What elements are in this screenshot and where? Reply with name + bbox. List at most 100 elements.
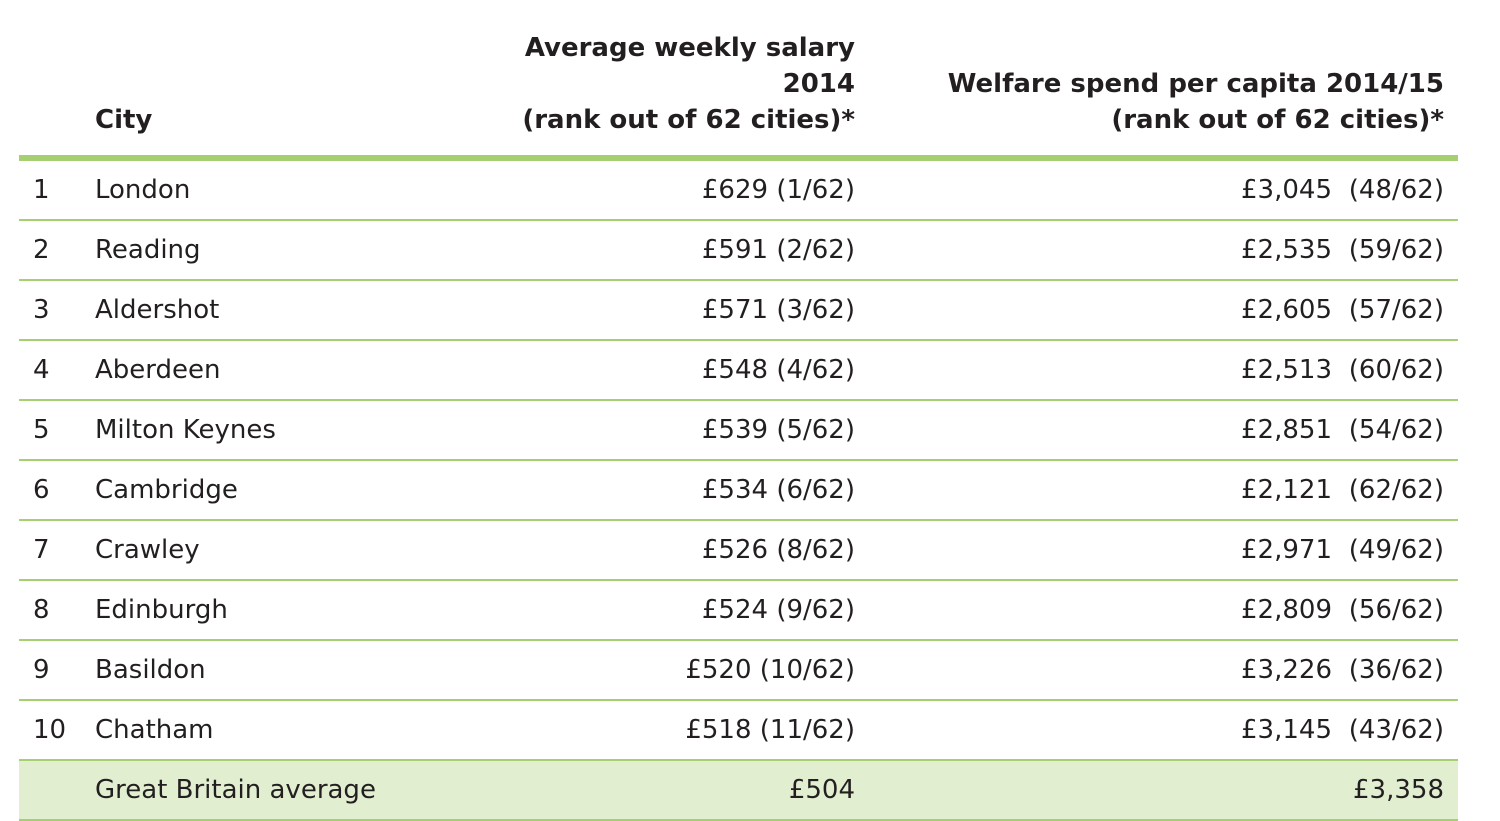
- header-row: City Average weekly salary 2014 (rank ou…: [19, 30, 1458, 161]
- table-row: 8 Edinburgh £524 (9/62) £2,809 (56/62): [19, 580, 1458, 641]
- salary-cell: £539 (5/62): [495, 400, 907, 461]
- city-table-container: City Average weekly salary 2014 (rank ou…: [19, 30, 1458, 821]
- welfare-rank: (59/62): [1348, 235, 1444, 265]
- rank-cell: 3: [19, 280, 95, 341]
- salary-cell: £526 (8/62): [495, 520, 907, 581]
- city-cell: Chatham: [95, 700, 495, 761]
- rank-cell: 6: [19, 460, 95, 521]
- header-rank: [19, 30, 95, 161]
- welfare-value: £2,535: [1241, 235, 1332, 265]
- salary-rank: (8/62): [776, 535, 855, 565]
- welfare-value: £2,971: [1241, 535, 1332, 565]
- header-city: City: [95, 30, 495, 161]
- header-welfare: Welfare spend per capita 2014/15 (rank o…: [907, 30, 1458, 161]
- welfare-rank: (54/62): [1348, 415, 1444, 445]
- city-cell: Crawley: [95, 520, 495, 581]
- salary-rank: (6/62): [776, 475, 855, 505]
- welfare-value: £2,605: [1241, 295, 1332, 325]
- header-welfare-line1: Welfare spend per capita 2014/15: [947, 69, 1444, 99]
- table-row: 2 Reading £591 (2/62) £2,535 (59/62): [19, 220, 1458, 281]
- welfare-rank: (60/62): [1348, 355, 1444, 385]
- welfare-rank: (36/62): [1348, 655, 1444, 685]
- salary-cell: £534 (6/62): [495, 460, 907, 521]
- welfare-rank: (49/62): [1348, 535, 1444, 565]
- welfare-rank: (56/62): [1348, 595, 1444, 625]
- salary-rank: (9/62): [776, 595, 855, 625]
- table-row: 6 Cambridge £534 (6/62) £2,121 (62/62): [19, 460, 1458, 521]
- average-row: Great Britain average £504 £3,358: [19, 760, 1458, 821]
- header-salary: Average weekly salary 2014 (rank out of …: [495, 30, 907, 161]
- welfare-rank: (48/62): [1348, 175, 1444, 205]
- salary-rank: (5/62): [776, 415, 855, 445]
- welfare-rank: (57/62): [1348, 295, 1444, 325]
- welfare-value: £3,045: [1241, 175, 1332, 205]
- city-cell: Cambridge: [95, 460, 495, 521]
- table-row: 4 Aberdeen £548 (4/62) £2,513 (60/62): [19, 340, 1458, 401]
- welfare-value: £3,226: [1241, 655, 1332, 685]
- table-body: 1 London £629 (1/62) £3,045 (48/62) 2 Rea…: [19, 158, 1458, 821]
- salary-value: £520: [685, 655, 752, 685]
- welfare-value: £3,145: [1241, 715, 1332, 745]
- city-cell: Edinburgh: [95, 580, 495, 641]
- salary-value: £539: [701, 415, 769, 445]
- city-cell: London: [95, 158, 495, 221]
- table-row: 9 Basildon £520 (10/62) £3,226 (36/62): [19, 640, 1458, 701]
- average-salary: £504: [495, 760, 907, 821]
- salary-cell: £591 (2/62): [495, 220, 907, 281]
- salary-rank: (11/62): [759, 715, 855, 745]
- rank-cell: 8: [19, 580, 95, 641]
- table-row: 7 Crawley £526 (8/62) £2,971 (49/62): [19, 520, 1458, 581]
- welfare-cell: £2,121 (62/62): [907, 460, 1458, 521]
- salary-value: £591: [701, 235, 769, 265]
- welfare-cell: £2,851 (54/62): [907, 400, 1458, 461]
- table-row: 10 Chatham £518 (11/62) £3,145 (43/62): [19, 700, 1458, 761]
- header-salary-line1: Average weekly salary 2014: [524, 33, 855, 99]
- rank-cell: 1: [19, 158, 95, 221]
- header-welfare-line2: (rank out of 62 cities)*: [1111, 105, 1444, 135]
- welfare-cell: £2,971 (49/62): [907, 520, 1458, 581]
- salary-cell: £520 (10/62): [495, 640, 907, 701]
- welfare-value: £2,809: [1241, 595, 1332, 625]
- welfare-cell: £2,513 (60/62): [907, 340, 1458, 401]
- table-row: 1 London £629 (1/62) £3,045 (48/62): [19, 158, 1458, 221]
- salary-cell: £629 (1/62): [495, 158, 907, 221]
- welfare-cell: £2,605 (57/62): [907, 280, 1458, 341]
- city-salary-welfare-table: City Average weekly salary 2014 (rank ou…: [19, 30, 1458, 821]
- salary-value: £524: [701, 595, 769, 625]
- city-cell: Aberdeen: [95, 340, 495, 401]
- salary-value: £548: [701, 355, 769, 385]
- average-label: Great Britain average: [95, 760, 495, 821]
- salary-rank: (10/62): [759, 655, 855, 685]
- average-welfare: £3,358: [907, 760, 1458, 821]
- salary-value: £629: [701, 175, 769, 205]
- salary-cell: £518 (11/62): [495, 700, 907, 761]
- rank-cell: 4: [19, 340, 95, 401]
- rank-cell: 5: [19, 400, 95, 461]
- salary-rank: (2/62): [776, 235, 855, 265]
- table-row: 3 Aldershot £571 (3/62) £2,605 (57/62): [19, 280, 1458, 341]
- rank-cell: 10: [19, 700, 95, 761]
- salary-cell: £524 (9/62): [495, 580, 907, 641]
- average-rank-cell: [19, 760, 95, 821]
- salary-value: £571: [701, 295, 769, 325]
- city-cell: Reading: [95, 220, 495, 281]
- salary-cell: £548 (4/62): [495, 340, 907, 401]
- salary-value: £526: [701, 535, 769, 565]
- rank-cell: 9: [19, 640, 95, 701]
- welfare-cell: £2,809 (56/62): [907, 580, 1458, 641]
- city-cell: Basildon: [95, 640, 495, 701]
- salary-cell: £571 (3/62): [495, 280, 907, 341]
- salary-value: £534: [701, 475, 769, 505]
- welfare-cell: £3,145 (43/62): [907, 700, 1458, 761]
- welfare-cell: £3,226 (36/62): [907, 640, 1458, 701]
- rank-cell: 7: [19, 520, 95, 581]
- salary-rank: (4/62): [776, 355, 855, 385]
- table-header: City Average weekly salary 2014 (rank ou…: [19, 30, 1458, 161]
- welfare-value: £2,851: [1241, 415, 1332, 445]
- rank-cell: 2: [19, 220, 95, 281]
- salary-value: £518: [685, 715, 752, 745]
- city-cell: Milton Keynes: [95, 400, 495, 461]
- welfare-cell: £2,535 (59/62): [907, 220, 1458, 281]
- city-cell: Aldershot: [95, 280, 495, 341]
- table-row: 5 Milton Keynes £539 (5/62) £2,851 (54/62…: [19, 400, 1458, 461]
